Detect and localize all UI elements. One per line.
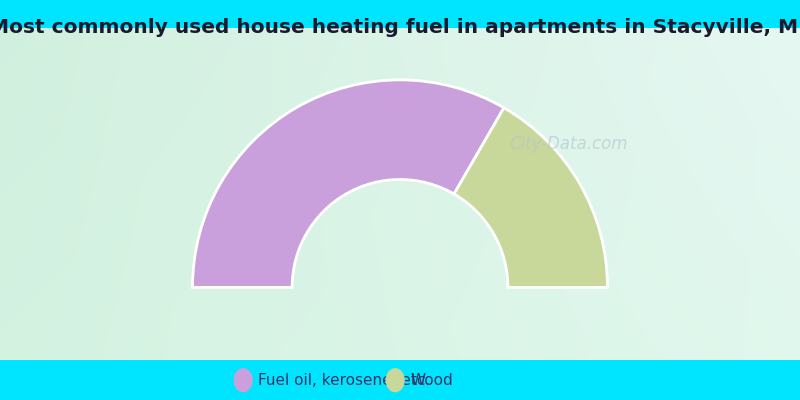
Text: Most commonly used house heating fuel in apartments in Stacyville, ME: Most commonly used house heating fuel in… — [0, 18, 800, 37]
Wedge shape — [454, 108, 607, 287]
Text: Wood: Wood — [410, 373, 453, 388]
Ellipse shape — [234, 368, 253, 392]
Wedge shape — [193, 80, 504, 287]
Text: Fuel oil, kerosene, etc.: Fuel oil, kerosene, etc. — [258, 373, 430, 388]
Ellipse shape — [386, 368, 405, 392]
Text: City-Data.com: City-Data.com — [510, 135, 628, 153]
